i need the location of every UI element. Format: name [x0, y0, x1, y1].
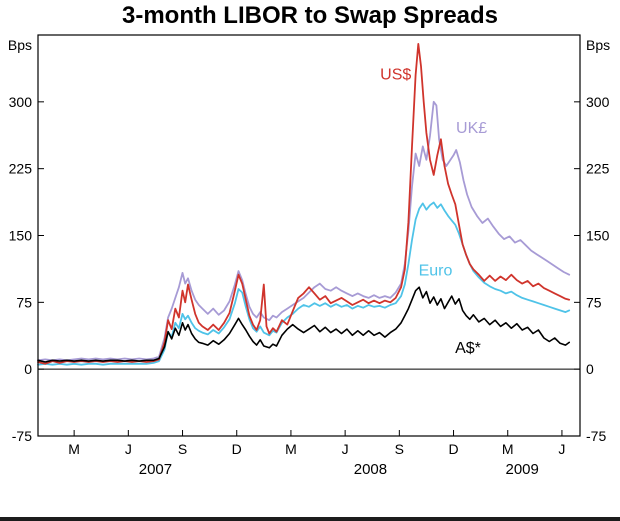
series-line-eur [37, 201, 571, 366]
y-axis-label-right: 0 [586, 361, 594, 377]
series-label-aud: A$* [455, 340, 481, 357]
y-axis-label-left: 150 [9, 228, 33, 244]
x-axis-year-label: 2007 [139, 461, 172, 478]
y-axis-label-left: 300 [9, 94, 33, 110]
x-axis-month-label: D [232, 441, 242, 457]
unit-label-left: Bps [8, 37, 32, 53]
series-label-eur: Euro [419, 263, 453, 280]
x-axis-month-label: M [285, 441, 297, 457]
x-axis-month-label: S [178, 441, 187, 457]
x-axis-month-label: J [125, 441, 132, 457]
x-axis-year-label: 2009 [505, 461, 538, 478]
y-axis-label-right: 75 [586, 294, 602, 310]
y-axis-label-right: -75 [586, 428, 606, 444]
x-axis-month-label: J [342, 441, 349, 457]
bottom-border [0, 517, 620, 521]
series-line-gbp [37, 100, 571, 362]
chart-plot: -75 -75 0 0 75 75 150 150 225 225 300 300 Bps Bps M J S D… [8, 34, 610, 478]
series-line-aud [37, 286, 571, 363]
series-label-usd: US$ [380, 67, 411, 84]
y-axis-label-left: 0 [24, 361, 32, 377]
y-axis-label-right: 300 [586, 94, 610, 110]
unit-label-right: Bps [586, 37, 610, 53]
y-axis-label-left: 225 [9, 161, 33, 177]
y-axis-label-right: 150 [586, 228, 610, 244]
x-axis-month-label: J [558, 441, 565, 457]
x-axis-month-label: D [448, 441, 458, 457]
y-axis-label-right: 225 [586, 161, 610, 177]
chart-title: 3-month LIBOR to Swap Spreads [121, 2, 499, 29]
y-axis-label-left: 75 [16, 294, 32, 310]
x-axis-month-label: S [395, 441, 404, 457]
chart-footnotes: * Bank bills to overnight indexed swaps … [37, 480, 610, 521]
x-axis-month-label: M [502, 441, 514, 457]
plot-border [37, 34, 581, 437]
y-axis-label-left: -75 [12, 428, 32, 444]
x-axis-year-label: 2008 [354, 461, 387, 478]
x-axis-month-label: M [68, 441, 80, 457]
series-line-usd [37, 42, 571, 365]
series-label-gbp: UK£ [456, 120, 487, 137]
